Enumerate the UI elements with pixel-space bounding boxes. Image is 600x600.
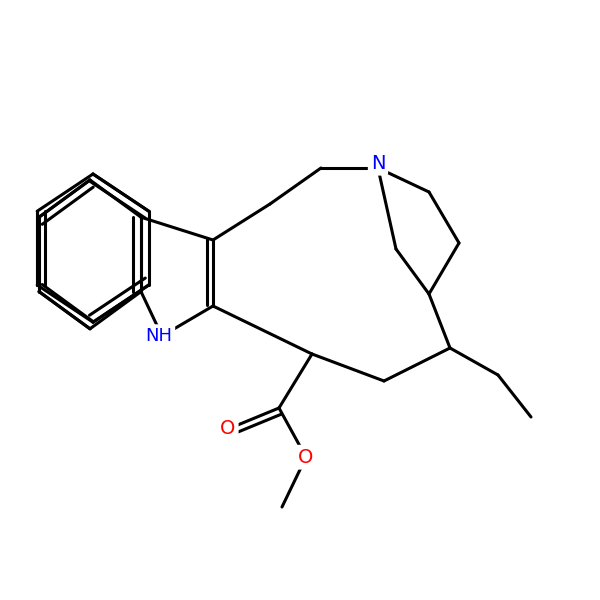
Text: O: O (298, 448, 314, 467)
Text: N: N (371, 154, 385, 173)
Text: NH: NH (146, 327, 173, 345)
Text: O: O (220, 419, 236, 439)
